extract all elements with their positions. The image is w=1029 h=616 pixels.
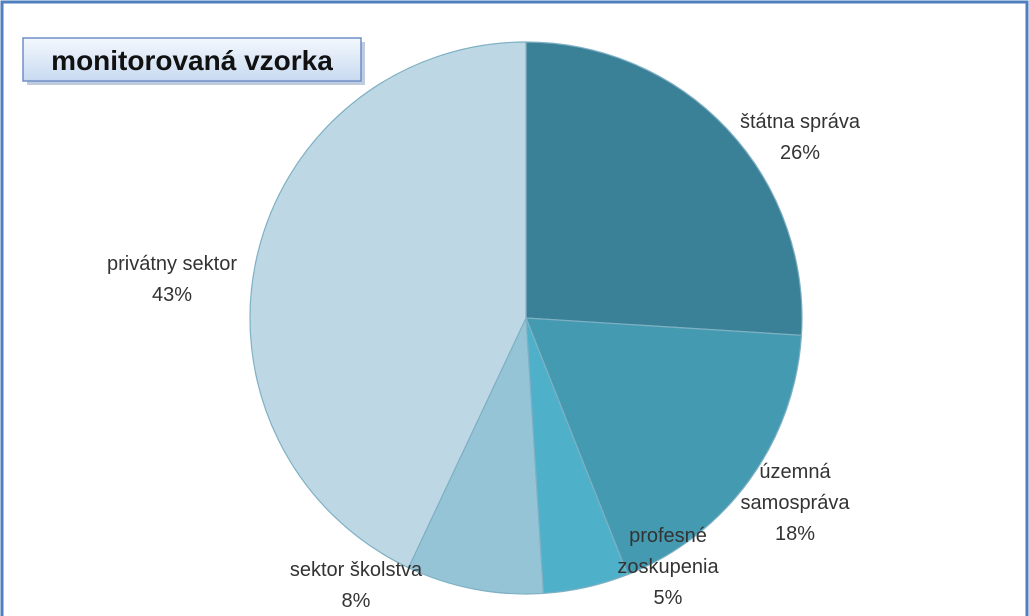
value-label: 5%	[654, 587, 683, 609]
slice-label: štátna správa 26%	[740, 111, 861, 164]
value-label: 8%	[342, 590, 371, 612]
pie-slice	[407, 317, 544, 595]
category-label: zoskupenia	[617, 556, 719, 578]
category-label: územná	[759, 461, 831, 483]
category-label: štátna správa	[740, 111, 861, 133]
slice-label: privátny sektor 43%	[107, 253, 237, 306]
category-label: profesné	[629, 525, 707, 547]
slice-label: územná samospráva 18%	[741, 461, 851, 545]
chart-title: monitorovaná vzorka	[51, 45, 333, 76]
slice-label: sektor školstva 8%	[290, 559, 423, 612]
pie	[249, 41, 803, 595]
value-label: 26%	[780, 142, 820, 164]
category-label: samospráva	[741, 492, 851, 514]
category-label: privátny sektor	[107, 253, 237, 275]
pie-slice	[525, 41, 803, 336]
value-label: 43%	[152, 284, 192, 306]
value-label: 18%	[775, 523, 815, 545]
title-box	[22, 37, 362, 82]
slice-label: profesné zoskupenia 5%	[617, 525, 719, 609]
pie-slice	[249, 41, 527, 569]
category-label: sektor školstva	[290, 559, 423, 581]
pie-slice	[525, 317, 803, 576]
